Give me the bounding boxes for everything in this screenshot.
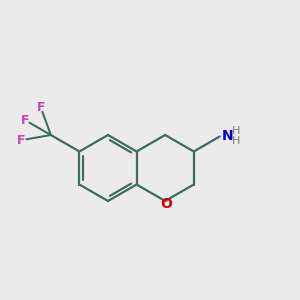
Text: O: O: [160, 197, 172, 211]
Text: N: N: [222, 130, 233, 143]
Text: H: H: [232, 136, 240, 146]
Text: H: H: [232, 127, 240, 136]
Text: F: F: [17, 134, 26, 147]
Text: F: F: [36, 100, 45, 113]
Text: F: F: [21, 114, 29, 127]
